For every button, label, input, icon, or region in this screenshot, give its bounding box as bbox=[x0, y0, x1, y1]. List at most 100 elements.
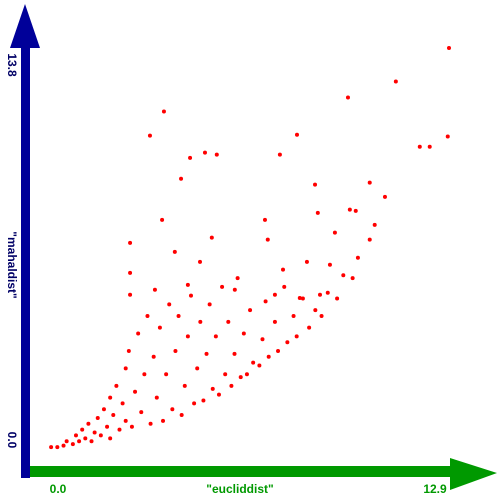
point bbox=[244, 372, 249, 377]
point bbox=[111, 413, 116, 418]
point bbox=[350, 276, 355, 281]
point bbox=[101, 407, 106, 412]
point bbox=[216, 392, 221, 397]
point bbox=[154, 395, 159, 400]
point bbox=[55, 445, 60, 450]
point bbox=[151, 354, 156, 359]
point bbox=[207, 302, 212, 307]
point bbox=[353, 208, 358, 213]
point bbox=[89, 439, 94, 444]
y-tick-label: 0.0 bbox=[5, 432, 19, 449]
point bbox=[161, 109, 166, 114]
point bbox=[170, 407, 175, 412]
point bbox=[260, 337, 265, 342]
point bbox=[347, 207, 352, 212]
point bbox=[83, 436, 88, 441]
x-tick-label: 0.0 bbox=[50, 482, 67, 496]
point bbox=[73, 433, 78, 438]
point bbox=[214, 152, 219, 157]
point bbox=[70, 442, 75, 447]
point bbox=[167, 302, 172, 307]
point bbox=[345, 95, 350, 100]
point bbox=[80, 427, 85, 432]
y-axis bbox=[21, 40, 30, 478]
point bbox=[294, 334, 299, 339]
point bbox=[297, 295, 302, 300]
x-axis bbox=[30, 466, 455, 477]
point bbox=[307, 325, 312, 330]
point bbox=[123, 418, 128, 423]
point bbox=[232, 351, 237, 356]
point bbox=[332, 230, 337, 235]
point bbox=[209, 235, 214, 240]
point bbox=[128, 270, 133, 275]
point bbox=[198, 319, 203, 324]
point bbox=[108, 436, 113, 441]
point bbox=[86, 421, 91, 426]
point bbox=[182, 383, 187, 388]
point bbox=[129, 424, 134, 429]
point bbox=[152, 287, 157, 292]
point bbox=[367, 237, 372, 242]
x-axis-label: "eucliddist" bbox=[206, 482, 273, 496]
point bbox=[136, 331, 141, 336]
point bbox=[173, 348, 178, 353]
point bbox=[204, 351, 209, 356]
point bbox=[172, 249, 177, 254]
x-axis-arrow bbox=[450, 458, 497, 490]
point bbox=[77, 439, 82, 444]
point bbox=[179, 413, 184, 418]
point bbox=[64, 439, 69, 444]
point bbox=[61, 443, 66, 448]
point bbox=[327, 262, 332, 267]
point bbox=[257, 363, 262, 368]
point bbox=[114, 383, 119, 388]
point bbox=[272, 319, 277, 324]
point bbox=[319, 314, 324, 318]
point bbox=[262, 217, 267, 222]
point bbox=[263, 299, 268, 304]
point bbox=[192, 401, 197, 406]
point bbox=[98, 433, 103, 438]
point bbox=[147, 133, 152, 138]
point bbox=[447, 46, 451, 50]
point bbox=[266, 354, 271, 359]
point bbox=[229, 383, 234, 388]
point bbox=[157, 325, 162, 330]
point bbox=[142, 372, 147, 377]
point bbox=[179, 176, 184, 181]
point bbox=[248, 308, 253, 313]
point bbox=[126, 348, 131, 353]
point bbox=[313, 182, 318, 187]
y-axis-arrow bbox=[10, 4, 40, 48]
point bbox=[265, 237, 270, 242]
point bbox=[335, 296, 340, 301]
point bbox=[294, 132, 299, 137]
point bbox=[325, 290, 330, 295]
point bbox=[427, 144, 432, 149]
point bbox=[300, 296, 305, 301]
point bbox=[317, 292, 322, 297]
y-tick-label: 13.8 bbox=[5, 53, 19, 77]
point bbox=[133, 389, 138, 394]
point bbox=[201, 398, 206, 403]
x-tick-label: 12.9 bbox=[423, 482, 447, 496]
point bbox=[277, 152, 282, 157]
point bbox=[226, 319, 231, 324]
point bbox=[148, 421, 153, 426]
point bbox=[117, 427, 122, 432]
point bbox=[185, 282, 190, 287]
point bbox=[123, 366, 128, 371]
point bbox=[417, 144, 422, 149]
point bbox=[210, 386, 215, 391]
point bbox=[128, 240, 133, 245]
point bbox=[176, 314, 181, 318]
point bbox=[251, 360, 256, 365]
point bbox=[315, 210, 320, 215]
point bbox=[445, 134, 450, 139]
point bbox=[108, 395, 113, 400]
point bbox=[341, 273, 346, 278]
point bbox=[372, 222, 377, 227]
point bbox=[213, 334, 218, 339]
